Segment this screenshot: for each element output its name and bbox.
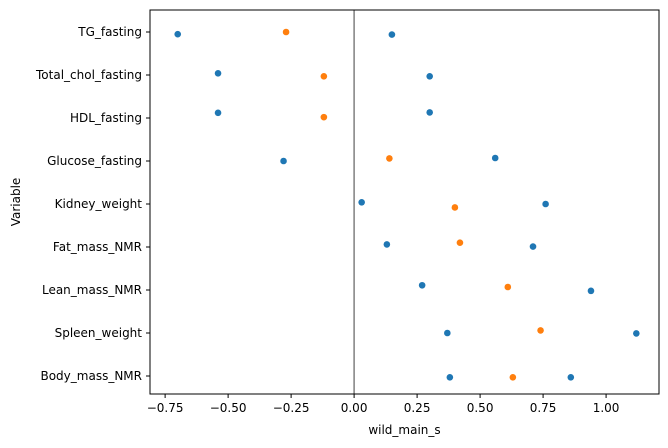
data-point — [280, 157, 287, 165]
data-point — [388, 31, 396, 38]
y-axis: TG_fasting Total_chol_fasting HDL_fasting G… — [35, 25, 150, 383]
y-tick-label: Kidney_weight — [55, 197, 143, 211]
data-point — [587, 287, 595, 295]
y-tick-label: HDL_fasting — [70, 111, 142, 125]
data-point — [214, 109, 222, 117]
x-tick-label: 0.25 — [404, 401, 431, 415]
data-point — [426, 109, 433, 116]
y-tick-label: Glucose_fasting — [47, 154, 142, 168]
x-tick-label: −0.75 — [147, 401, 184, 415]
y-tick-label: TG_fasting — [77, 25, 142, 39]
data-point — [214, 69, 222, 77]
plot-frame — [149, 9, 660, 395]
data-point — [418, 281, 426, 289]
y-tick-label: Body_mass_NMR — [40, 369, 142, 383]
x-tick-label: 1.00 — [593, 401, 620, 415]
data-point — [567, 373, 575, 381]
data-point — [383, 241, 391, 248]
x-tick-label: 0.75 — [530, 401, 557, 415]
y-tick-label: Fat_mass_NMR — [53, 240, 142, 254]
data-point — [451, 204, 459, 211]
data-point — [386, 155, 393, 162]
data-point — [504, 283, 512, 291]
y-tick-label: Total_chol_fasting — [35, 68, 142, 82]
y-axis-title: Variable — [9, 178, 23, 227]
data-point — [282, 28, 290, 36]
data-point — [509, 373, 517, 381]
x-tick-label: 0.00 — [341, 401, 368, 415]
y-tick-label: Lean_mass_NMR — [42, 283, 142, 297]
data-point — [174, 30, 182, 38]
x-tick-label: −0.50 — [210, 401, 247, 415]
data-point — [491, 154, 499, 162]
x-tick-label: −0.25 — [273, 401, 310, 415]
data-point — [456, 239, 464, 246]
y-tick-label: Spleen_weight — [55, 326, 143, 340]
data-point — [529, 243, 537, 250]
data-point — [633, 330, 640, 337]
x-axis: −0.75 −0.50 −0.25 0.00 0.25 0.50 0.75 1.00 — [147, 394, 620, 415]
data-point — [426, 72, 433, 80]
data-point — [320, 72, 328, 80]
data-point — [446, 373, 454, 381]
data-point — [542, 200, 549, 208]
x-axis-title: wild_main_s — [368, 423, 440, 437]
data-point — [537, 327, 544, 334]
x-tick-label: 0.50 — [467, 401, 494, 415]
points-layer — [174, 28, 640, 381]
data-point — [358, 198, 365, 206]
data-point — [444, 329, 451, 337]
data-point — [320, 113, 328, 121]
